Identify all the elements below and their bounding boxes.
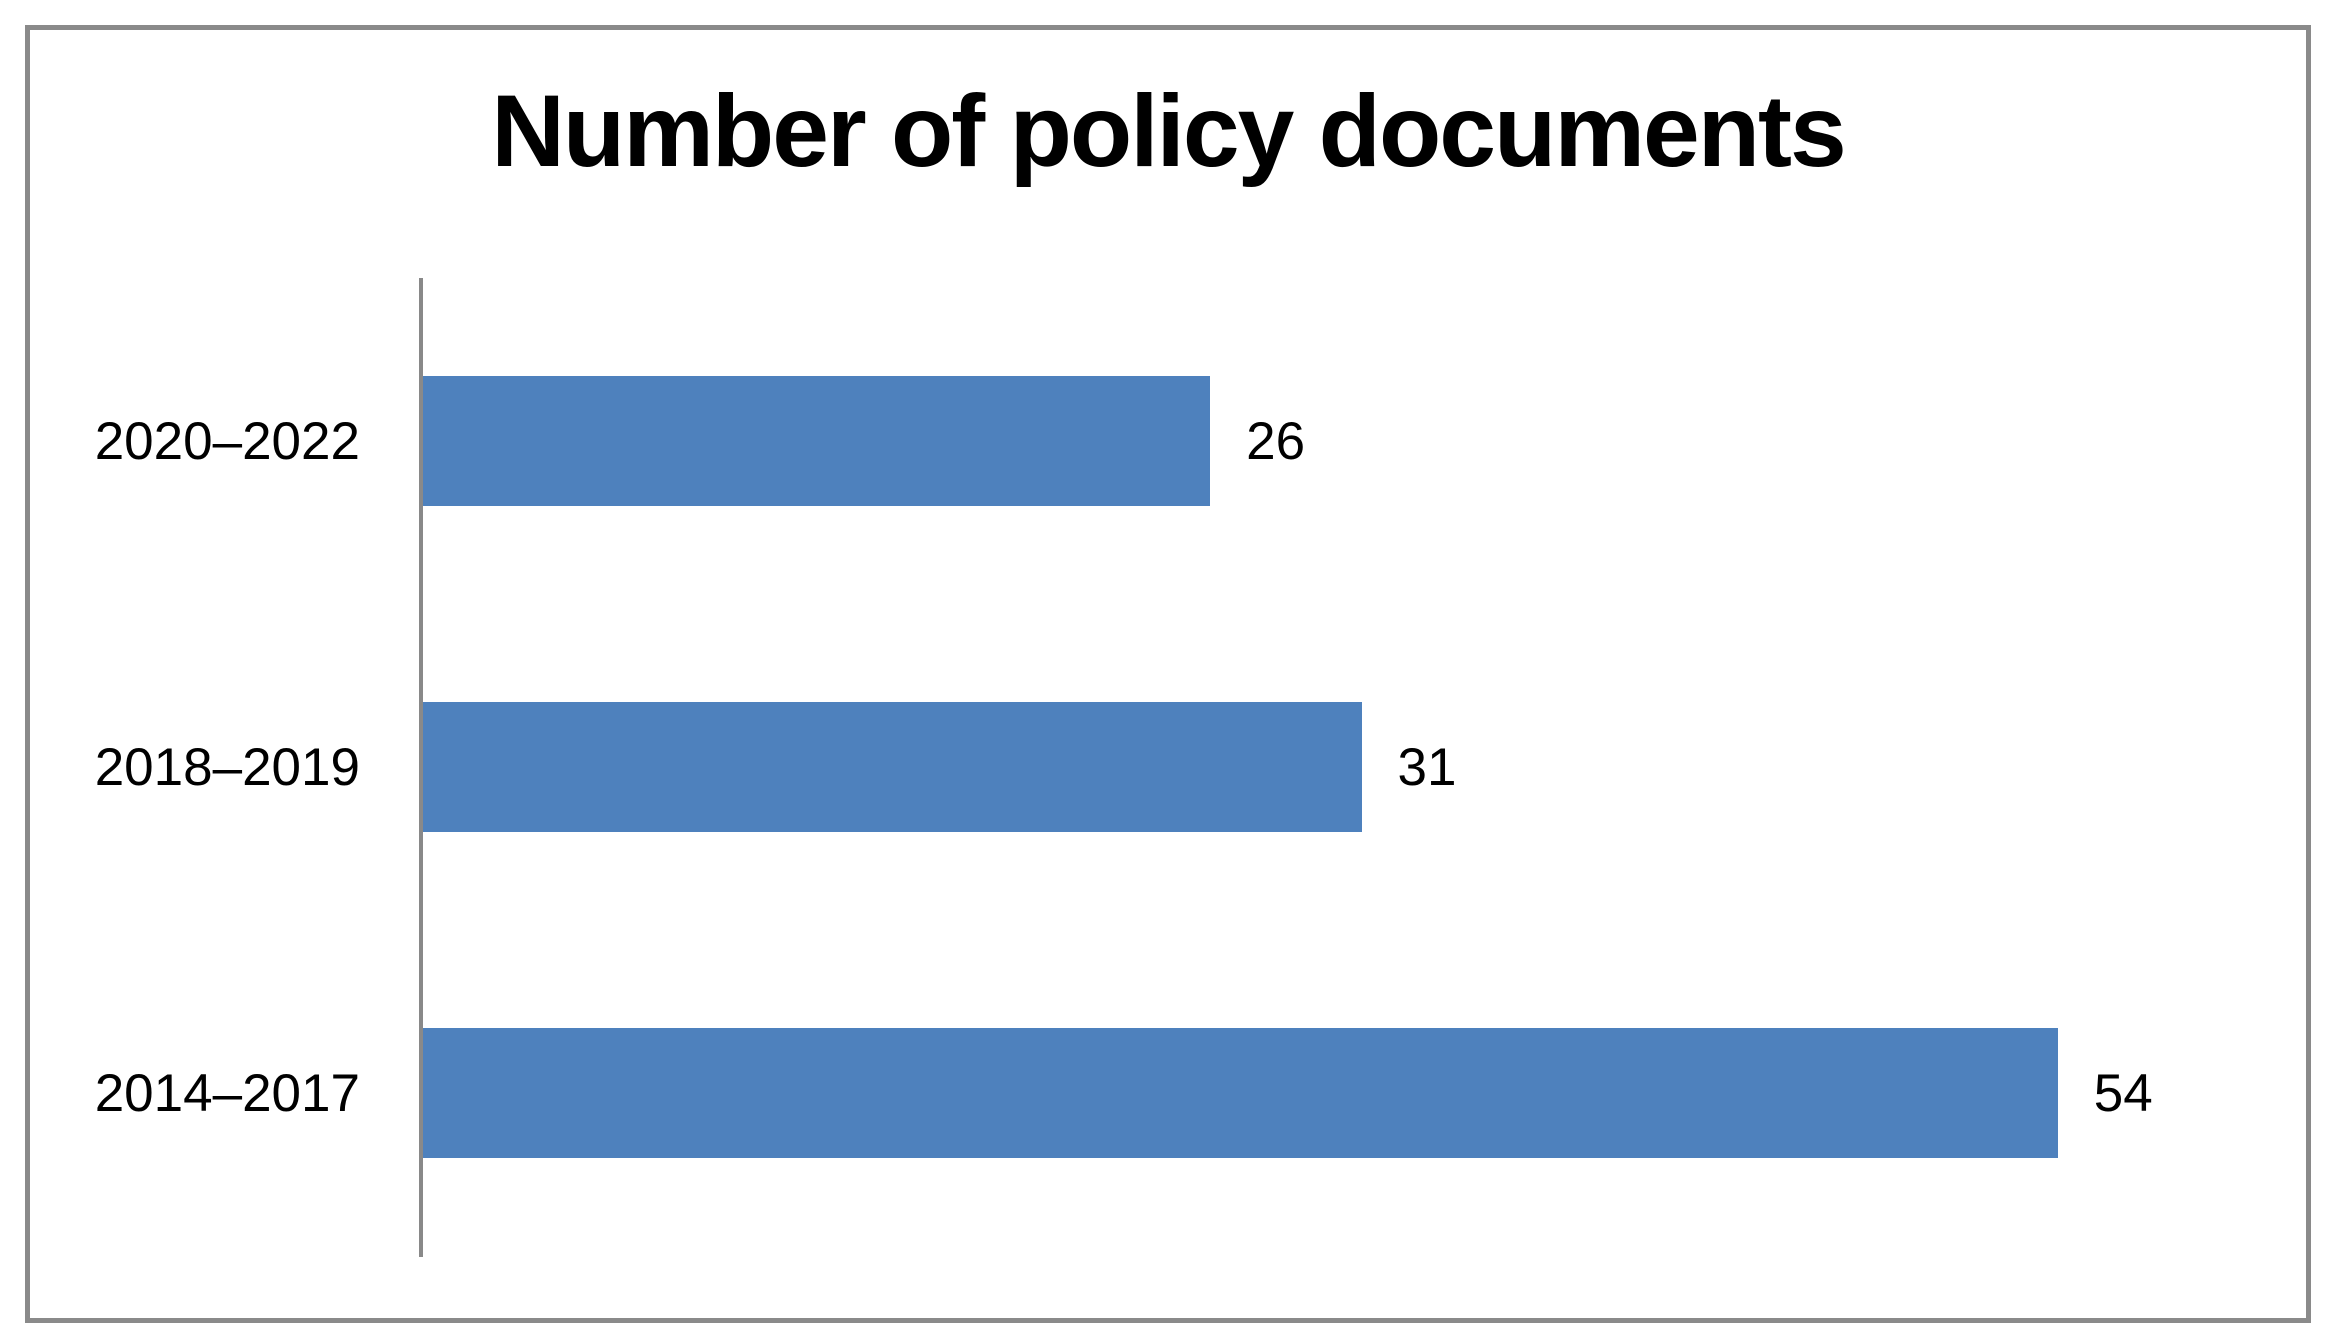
chart-title: Number of policy documents	[491, 74, 1847, 188]
category-label-2014-2017: 2014–2017	[94, 1063, 360, 1123]
plot-area: 26 31 54	[423, 278, 2300, 1257]
bar-2020-2022	[423, 376, 1211, 506]
value-label-2018-2019: 31	[1397, 737, 1457, 797]
value-label-2014-2017: 54	[2093, 1063, 2153, 1123]
bar-row: 26	[423, 376, 2300, 506]
bar-row: 31	[423, 702, 2300, 832]
y-axis-line	[419, 278, 423, 1257]
bar-2018-2019	[423, 702, 1362, 832]
category-label-2020-2022: 2020–2022	[94, 411, 360, 471]
category-label-2018-2019: 2018–2019	[94, 737, 360, 797]
bar-2014-2017	[423, 1028, 2058, 1158]
chart-frame: Number of policy documents 2020–2022 201…	[25, 25, 2311, 1323]
bar-row: 54	[423, 1028, 2300, 1158]
value-label-2020-2022: 26	[1246, 411, 1306, 471]
